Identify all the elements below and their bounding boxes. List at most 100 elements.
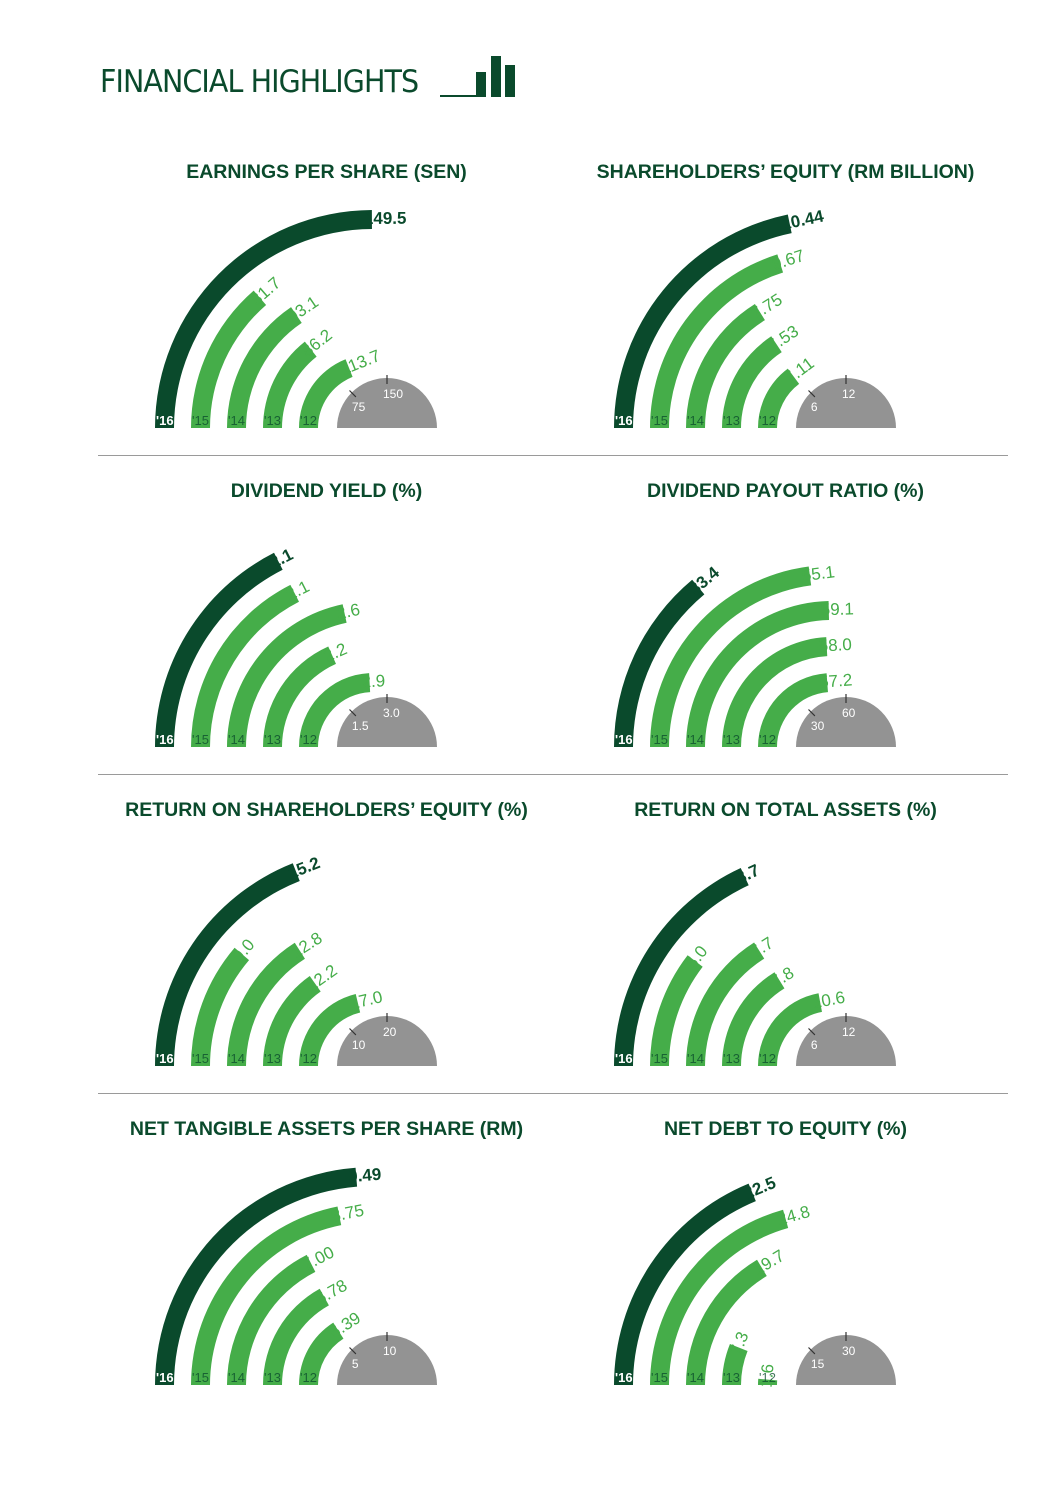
chart-title: EARNINGS PER SHARE (SEN) (186, 161, 467, 183)
radial-bar-prior (650, 955, 703, 1066)
gauge-tick-label: 10 (383, 1344, 397, 1358)
year-label: '16 (156, 1051, 174, 1066)
gauge-tick-label: 6 (811, 400, 818, 414)
year-label: '15 (651, 1370, 668, 1385)
chart-title: DIVIDEND YIELD (%) (230, 480, 423, 502)
bar-value-label: 113.7 (338, 346, 383, 379)
radial-bar-prior (191, 1206, 342, 1385)
year-label: '13 (264, 1370, 281, 1385)
radial-bar-prior (299, 673, 371, 747)
gauge-scale (337, 378, 437, 428)
gauge-tick (349, 1028, 357, 1036)
radial-bar-current (155, 863, 300, 1066)
year-label: '13 (723, 1370, 740, 1385)
gauge-tick (808, 1347, 816, 1355)
gauge-tick (808, 709, 816, 717)
gauge-tick-label: 5 (352, 1357, 359, 1371)
year-label: '16 (615, 1370, 633, 1385)
year-label: '12 (300, 732, 317, 747)
year-label: '15 (192, 413, 209, 428)
bar-value-label: 57.2 (819, 670, 853, 691)
gauge-tick-label: 3.0 (383, 706, 400, 720)
radial-bar-prior (722, 1343, 748, 1385)
radial-bar-prior (686, 942, 765, 1066)
year-label: '15 (651, 732, 668, 747)
radial-bar-prior (263, 976, 321, 1066)
year-label: '14 (687, 1051, 704, 1066)
radial-bar-current (614, 1183, 756, 1385)
radial-bar-chart: 2.1'162.1'152.6'142.2'132.9'121.53.0 (155, 545, 437, 747)
gauge-scale (337, 697, 437, 747)
radial-bar-prior (686, 304, 765, 428)
radial-bar-prior (722, 972, 785, 1066)
year-label: '14 (687, 732, 704, 747)
gauge-tick-label: 20 (383, 1025, 397, 1039)
bar-value-label: 17.0 (348, 987, 385, 1013)
divider (98, 1093, 1008, 1094)
chart-panel: RETURN ON TOTAL ASSETS (%) 8.7'16 5.0'15 7.… (521, 799, 1050, 1109)
chart-title: NET TANGIBLE ASSETS PER SHARE (RM) (129, 1118, 524, 1140)
gauge-scale (796, 1335, 896, 1385)
radial-bar-prior (227, 942, 305, 1066)
year-label: '12 (759, 732, 776, 747)
radial-bar-current (155, 1167, 358, 1385)
year-label: '14 (228, 732, 245, 747)
radial-bar-prior (299, 994, 361, 1066)
year-label: '13 (723, 413, 740, 428)
year-label: '13 (264, 413, 281, 428)
bar-chart-icon (440, 56, 515, 97)
year-label: '14 (687, 413, 704, 428)
year-label: '14 (228, 413, 245, 428)
bar-value-label: 8.75 (329, 1201, 365, 1226)
bar-value-label: 7.00 (299, 1243, 337, 1275)
gauge-scale (337, 1016, 437, 1066)
radial-bar-prior (191, 947, 250, 1066)
year-label: '16 (156, 1370, 174, 1385)
year-label: '15 (192, 732, 209, 747)
radial-bar-prior (758, 368, 800, 428)
gauge-tick-label: 1.5 (352, 719, 369, 733)
chart-title: NET DEBT TO EQUITY (%) (663, 1118, 908, 1140)
chart-panel: DIVIDEND YIELD (%) 2.1'16 2.1'15 2.6'14 2.2 '… (62, 480, 591, 790)
radial-bar-prior (263, 341, 317, 428)
year-label: '13 (723, 732, 740, 747)
year-label: '15 (192, 1051, 209, 1066)
year-label: '16 (156, 732, 174, 747)
divider (98, 774, 1008, 775)
gauge-tick-label: 30 (842, 1344, 856, 1358)
radial-bar-prior (758, 1378, 778, 1385)
bar-value-label: 2.6 (335, 600, 362, 624)
bar-value-label: 10.6 (810, 988, 846, 1013)
gauge-tick (349, 709, 357, 717)
radial-bar-prior (227, 307, 302, 428)
bar-value-label: 59.1 (821, 599, 855, 619)
gauge-tick-label: 12 (842, 387, 856, 401)
radial-bar-prior (227, 1254, 316, 1385)
radial-bar-prior (263, 646, 336, 747)
bar-value-label: 10.44 (780, 206, 826, 233)
radial-bar-prior (263, 1288, 329, 1385)
bar-value-label: 1.6 (757, 1363, 778, 1388)
bar-value-label: 9.67 (769, 246, 806, 274)
radial-bar-current (614, 579, 705, 747)
year-label: '16 (615, 732, 633, 747)
chart-title: SHAREHOLDERS’ EQUITY (RM BILLION) (596, 161, 975, 183)
year-label: '16 (156, 413, 174, 428)
radial-bar-chart: 149.5'1681.7'1593.1'1486.2'13113.7'12751… (155, 209, 437, 428)
year-label: '12 (300, 413, 317, 428)
radial-bar-prior (722, 637, 828, 747)
radial-bar-prior (758, 993, 822, 1066)
radial-bar-prior (650, 254, 784, 428)
year-label: '16 (615, 1051, 633, 1066)
radial-bar-current (155, 210, 372, 428)
bar-value-label: 19.7 (750, 1246, 788, 1279)
page-title: FINANCIAL HIGHLIGHTS (100, 64, 419, 100)
gauge-tick-label: 12 (842, 1025, 856, 1039)
year-label: '15 (192, 1370, 209, 1385)
gauge-tick-label: 30 (811, 719, 825, 733)
gauge-tick (808, 390, 816, 398)
bar-value-label: 58.0 (818, 635, 852, 656)
